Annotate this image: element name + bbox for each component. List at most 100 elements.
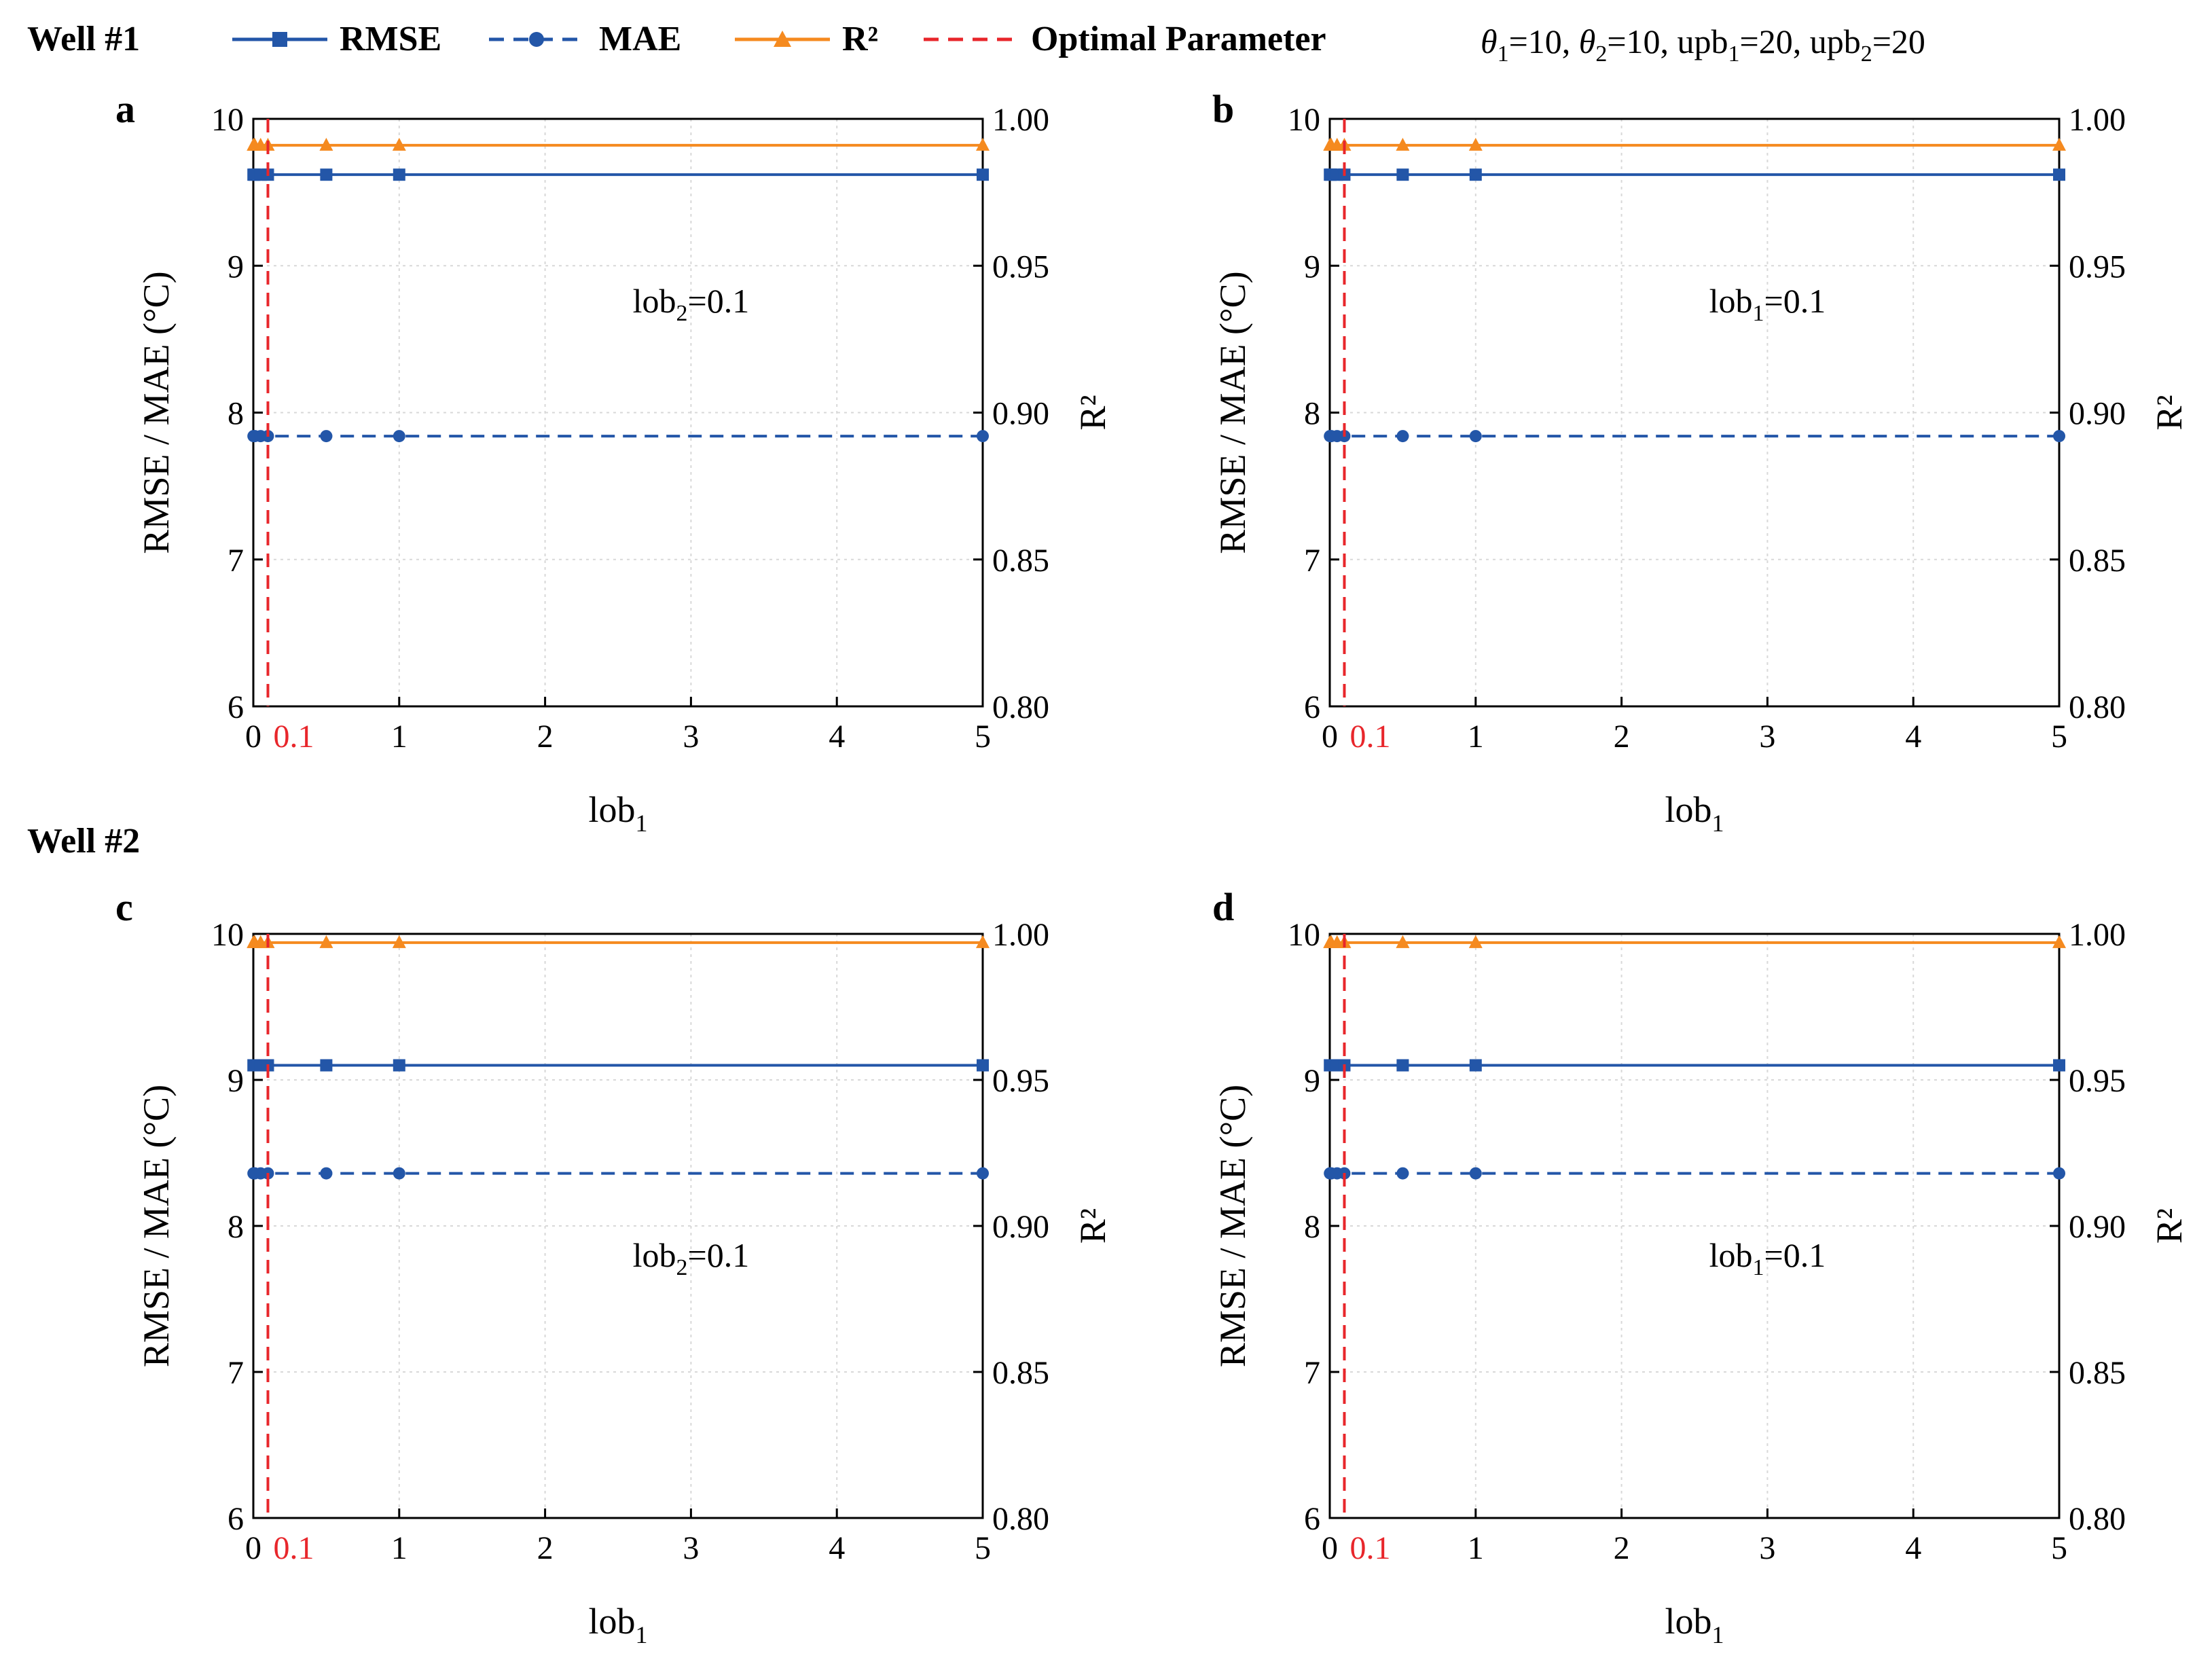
params-upb1-sub: 1: [1728, 41, 1740, 67]
legend-item-r2: R²: [735, 20, 878, 58]
x-tick-label: 1: [391, 719, 407, 755]
x-tick-label: 3: [1759, 719, 1775, 755]
annotation-sub: 2: [676, 1255, 688, 1280]
rmse-point: [393, 1059, 405, 1072]
params-upb2-val: =20: [1872, 22, 1925, 60]
y2-tick-label: 1.00: [2069, 102, 2126, 138]
series-r2: [1323, 935, 2066, 948]
series-mae: [247, 430, 989, 443]
mae-point: [320, 1167, 333, 1180]
mae-point: [1469, 430, 1482, 443]
y2-axis-label: R²: [2149, 1208, 2190, 1244]
y-tick-label: 9: [1304, 249, 1320, 285]
annotation-base: lob: [1709, 1236, 1753, 1274]
x-tick-label-optimal: 0.1: [1349, 719, 1390, 755]
y2-tick-label: 0.95: [992, 1063, 1049, 1099]
grid: [1330, 119, 2059, 706]
y2-tick-label: 0.85: [2069, 543, 2126, 579]
x-tick-label: 4: [829, 719, 845, 755]
y-axis-label: RMSE / MAE (°C): [136, 271, 177, 554]
rmse-point: [1396, 168, 1409, 181]
annotation-base: lob: [1709, 282, 1753, 320]
rmse-point: [320, 1059, 333, 1072]
y2-tick-label: 1.00: [992, 102, 1049, 138]
y2-tick-label: 0.90: [992, 1209, 1049, 1245]
y2-tick-label: 0.85: [992, 543, 1049, 579]
rmse-point: [393, 168, 405, 181]
x-axis-label-sub: 1: [636, 810, 648, 837]
r2-point: [319, 137, 333, 151]
mae-point: [320, 430, 333, 443]
x-axis-label: lob1: [1665, 789, 1724, 837]
params-theta1-sym: θ: [1481, 22, 1498, 60]
x-axis-label: lob1: [588, 1601, 647, 1648]
mae-point: [393, 1167, 405, 1180]
annotation-sub: 2: [676, 301, 688, 326]
y-tick-label: 8: [228, 1209, 244, 1245]
x-tick-label: 3: [683, 719, 699, 755]
x-tick-label: 4: [1905, 1530, 1921, 1566]
x-tick-label: 4: [1905, 719, 1921, 755]
y2-tick-label: 0.85: [992, 1355, 1049, 1391]
x-tick-label: 5: [2051, 1530, 2067, 1566]
mae-point: [1396, 1167, 1409, 1180]
x-tick-label: 1: [1468, 1530, 1484, 1566]
params-theta2-sub: 2: [1595, 41, 1607, 67]
params-theta1-val: =10,: [1509, 22, 1579, 60]
series-rmse: [1324, 1059, 2065, 1072]
series-r2: [1323, 137, 2066, 151]
y-tick-label: 10: [211, 102, 244, 138]
legend-rmse-label: RMSE: [340, 20, 441, 58]
mae-point: [977, 1167, 989, 1180]
rmse-point: [977, 168, 989, 181]
legend-optimal-label: Optimal Parameter: [1031, 20, 1326, 58]
annotation-sub: 1: [1753, 1255, 1764, 1280]
panel-letter: d: [1212, 885, 1234, 929]
x-axis-label: lob1: [1665, 1601, 1724, 1648]
rmse-point: [1469, 1059, 1482, 1072]
annotation-sub: 1: [1753, 301, 1764, 326]
panel-letter: b: [1212, 87, 1234, 131]
r2-point: [1396, 137, 1410, 151]
y2-tick-label: 0.80: [2069, 689, 2126, 725]
x-tick-label: 2: [1614, 719, 1630, 755]
y-tick-label: 9: [1304, 1063, 1320, 1099]
r2-point: [976, 935, 990, 948]
annotation-rest: =0.1: [1764, 1236, 1826, 1274]
params-theta2-val: =10,: [1607, 22, 1677, 60]
r2-point: [319, 935, 333, 948]
params-upb1-base: upb: [1678, 22, 1728, 60]
panel-d: d0 1 2 3 4 50.16789100.800.850.900.951.00lob1…: [1212, 885, 2190, 1648]
y-tick-label: 9: [228, 249, 244, 285]
mae-point: [2053, 1167, 2065, 1180]
rmse-point: [2053, 1059, 2065, 1072]
x-tick-label: 1: [391, 1530, 407, 1566]
legend-rmse-marker: [272, 32, 287, 47]
r2-point: [392, 137, 406, 151]
x-axis-label-sub: 1: [1712, 810, 1724, 837]
y-tick-label: 10: [211, 917, 244, 953]
params-upb1-val: =20,: [1740, 22, 1810, 60]
annotation-label: lob2=0.1: [633, 1236, 750, 1280]
x-axis-label-base: lob: [1665, 1601, 1711, 1642]
y2-tick-label: 0.90: [2069, 396, 2126, 432]
panel-letter: c: [115, 885, 133, 929]
x-tick-label-optimal: 0.1: [273, 719, 314, 755]
params-theta1-sub: 1: [1498, 41, 1509, 67]
x-tick-label: 2: [537, 719, 554, 755]
y2-tick-label: 1.00: [2069, 917, 2126, 953]
series-rmse: [247, 1059, 989, 1072]
x-axis-label-base: lob: [588, 1601, 635, 1642]
grid: [253, 119, 983, 706]
y-tick-label: 6: [1304, 689, 1320, 725]
y2-tick-label: 0.90: [992, 396, 1049, 432]
y-tick-label: 8: [228, 396, 244, 432]
annotation-rest: =0.1: [688, 282, 750, 320]
mae-point: [393, 430, 405, 443]
rmse-point: [1469, 168, 1482, 181]
annotation-base: lob: [633, 1236, 676, 1274]
x-tick-label: 2: [1614, 1530, 1630, 1566]
mae-point: [1469, 1167, 1482, 1180]
legend-r2-marker: [774, 31, 791, 47]
